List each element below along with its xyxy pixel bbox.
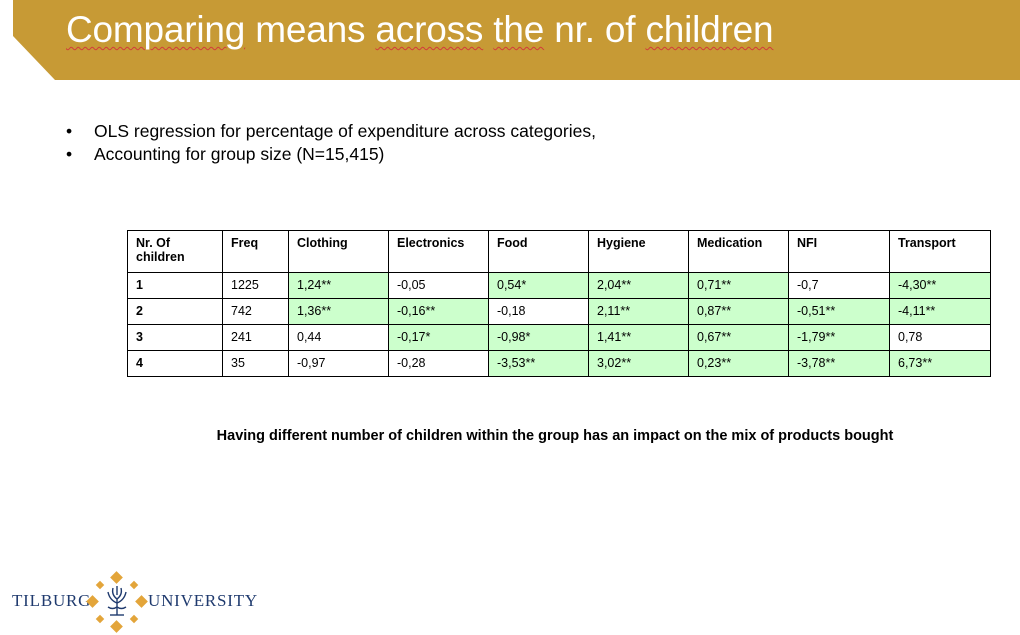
bullet-item: • Accounting for group size (N=15,415) [66,143,596,166]
table-cell: 0,44 [288,324,389,351]
title-word: nr. [554,9,595,50]
table-row: 3 241 0,44 -0,17* -0,98* 1,41** 0,67** -… [127,324,991,351]
table-cell: -0,16** [388,298,489,325]
row-label: 1 [127,272,223,299]
column-header: Freq [222,230,289,273]
table-cell: 1,36** [288,298,389,325]
column-header: Hygiene [588,230,689,273]
table-cell: 0,87** [688,298,789,325]
column-header: NFI [788,230,890,273]
table-cell: -4,30** [889,272,991,299]
table-cell: 0,78 [889,324,991,351]
table-cell: 2,04** [588,272,689,299]
table-cell: 0,54* [488,272,589,299]
university-logo: TILBURG UNIVERSITY [12,571,257,633]
title-word: across [375,9,484,50]
bullet-dot: • [66,121,73,141]
regression-table: Nr. Of children Freq Clothing Electronic… [127,230,991,377]
table-cell: -0,05 [388,272,489,299]
column-header: Electronics [388,230,489,273]
table-cell: -0,17* [388,324,489,351]
table-row: 2 742 1,36** -0,16** -0,18 2,11** 0,87**… [127,298,991,325]
row-label: 4 [127,350,223,377]
row-label: 3 [127,324,223,351]
title-word: the [493,9,545,50]
title-word: Comparing [66,9,246,50]
table-cell: 0,67** [688,324,789,351]
table-cell: -0,28 [388,350,489,377]
title-banner [13,0,1020,80]
table-cell: -4,11** [889,298,991,325]
table-cell: -0,98* [488,324,589,351]
row-label: 2 [127,298,223,325]
table-cell: 2,11** [588,298,689,325]
table-cell: 0,71** [688,272,789,299]
table-cell: -3,53** [488,350,589,377]
title-word: of [604,9,636,50]
column-header: Transport [889,230,991,273]
table-cell: 1,24** [288,272,389,299]
table-cell: 6,73** [889,350,991,377]
bullet-dot: • [66,144,73,164]
table-cell: -3,78** [788,350,890,377]
table-cell: 3,02** [588,350,689,377]
freq-cell: 742 [222,298,289,325]
table-cell: 0,23** [688,350,789,377]
table-row: 1 1225 1,24** -0,05 0,54* 2,04** 0,71** … [127,272,991,299]
conclusion-text: Having different number of children with… [216,428,894,444]
freq-cell: 1225 [222,272,289,299]
bullet-text: OLS regression for percentage of expendi… [94,121,596,141]
logo-text-right: UNIVERSITY [148,591,258,610]
bullet-text: Accounting for group size (N=15,415) [94,144,385,164]
column-header: Medication [688,230,789,273]
table-header-row: Nr. Of children Freq Clothing Electronic… [127,230,991,273]
table-cell: -0,18 [488,298,589,325]
table-cell: 1,41** [588,324,689,351]
table-cell: -0,7 [788,272,890,299]
table-cell: -0,97 [288,350,389,377]
table-cell: -0,51** [788,298,890,325]
title-word: children [645,9,774,50]
title-word: means [255,9,366,50]
column-header: Clothing [288,230,389,273]
freq-cell: 35 [222,350,289,377]
table-row: 4 35 -0,97 -0,28 -3,53** 3,02** 0,23** -… [127,350,991,377]
slide-title: Comparing means across the nr. of childr… [66,9,774,51]
bullet-list: • OLS regression for percentage of expen… [66,120,596,166]
bullet-item: • OLS regression for percentage of expen… [66,120,596,143]
freq-cell: 241 [222,324,289,351]
column-header: Food [488,230,589,273]
column-header: Nr. Of children [127,230,223,273]
table-cell: -1,79** [788,324,890,351]
logo-text-left: TILBURG [12,591,92,610]
tilburg-tree-emblem-icon [86,571,148,633]
